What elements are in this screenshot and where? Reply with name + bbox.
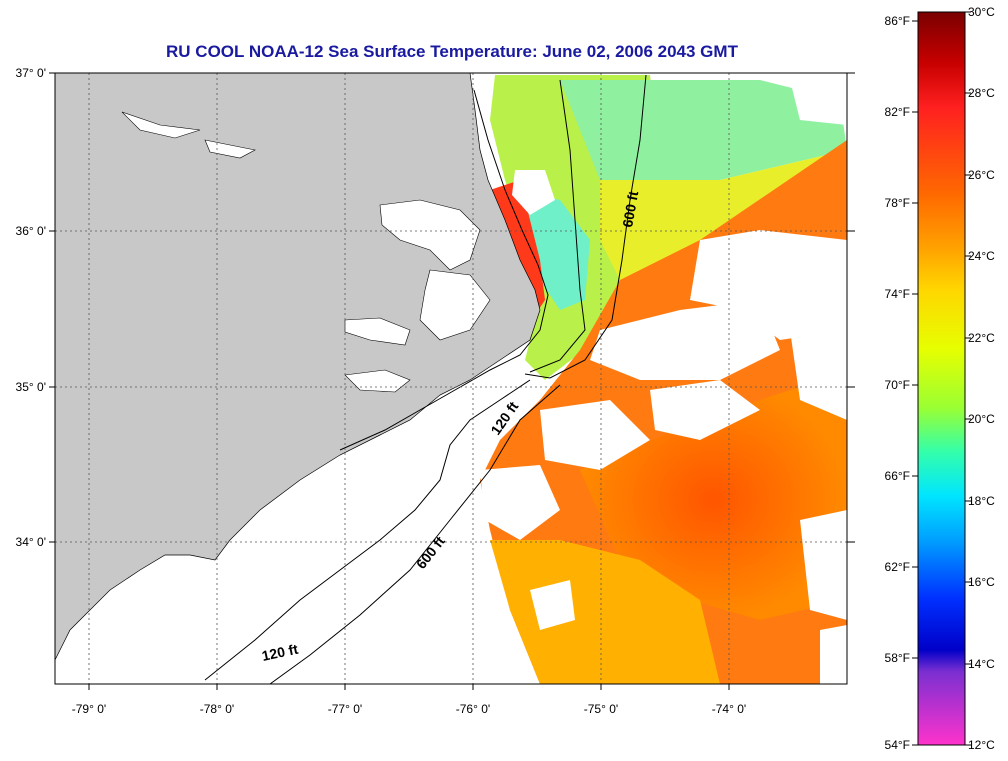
cb-c-28: 28°C bbox=[968, 86, 995, 100]
contour-600ft-south bbox=[269, 384, 561, 684]
axis-ticks bbox=[49, 72, 855, 690]
lon-label-76: -76° 0' bbox=[456, 702, 490, 716]
inland-waters bbox=[121, 111, 491, 393]
cb-c-20: 20°C bbox=[968, 412, 995, 426]
barrier-islands bbox=[339, 89, 549, 451]
graticule bbox=[55, 73, 847, 684]
contour-600ft-north bbox=[524, 74, 647, 379]
cb-f-54: 54°F bbox=[885, 738, 910, 752]
map-area bbox=[55, 73, 847, 684]
lat-label-35: 35° 0' bbox=[16, 380, 46, 394]
cb-f-58: 58°F bbox=[885, 651, 910, 665]
lat-label-34: 34° 0' bbox=[16, 535, 46, 549]
lat-label-36: 36° 0' bbox=[16, 224, 46, 238]
sst-gulf-core bbox=[580, 380, 847, 620]
map-title: RU COOL NOAA-12 Sea Surface Temperature:… bbox=[166, 42, 739, 61]
lat-label-37: 37° 0' bbox=[16, 66, 46, 80]
cb-c-12: 12°C bbox=[968, 738, 995, 752]
sst-green-offshore bbox=[560, 80, 847, 200]
lon-label-78: -78° 0' bbox=[200, 702, 234, 716]
cb-f-78: 78°F bbox=[885, 196, 910, 210]
cb-c-22: 22°C bbox=[968, 331, 995, 345]
contour-label-600ft-north: 600 ft bbox=[619, 189, 641, 228]
cb-f-86: 86°F bbox=[885, 14, 910, 28]
lon-label-75: -75° 0' bbox=[584, 702, 618, 716]
cb-c-16: 16°C bbox=[968, 575, 995, 589]
map-frame bbox=[54, 72, 848, 685]
contour-120ft-north bbox=[529, 79, 586, 373]
sst-south-yellow bbox=[490, 540, 720, 684]
lon-label-79: -79° 0' bbox=[72, 702, 106, 716]
depth-contours bbox=[204, 74, 647, 684]
colorbar: 86°F 82°F 78°F 74°F 70°F 66°F 62°F 58°F … bbox=[885, 5, 996, 752]
cb-f-70: 70°F bbox=[885, 378, 910, 392]
cb-f-62: 62°F bbox=[885, 560, 910, 574]
cb-f-66: 66°F bbox=[885, 469, 910, 483]
sst-cyan-band bbox=[515, 190, 590, 310]
cb-c-26: 26°C bbox=[968, 168, 995, 182]
colorbar-gradient bbox=[917, 11, 966, 746]
lon-label-77: -77° 0' bbox=[328, 702, 362, 716]
cb-c-24: 24°C bbox=[968, 249, 995, 263]
cb-f-74: 74°F bbox=[885, 287, 910, 301]
cb-c-18: 18°C bbox=[968, 494, 995, 508]
cb-c-14: 14°C bbox=[968, 657, 995, 671]
contour-120ft-south bbox=[204, 379, 531, 681]
cb-c-30: 30°C bbox=[968, 5, 995, 19]
contour-label-120ft-south: 120 ft bbox=[260, 641, 299, 664]
cb-f-82: 82°F bbox=[885, 105, 910, 119]
lon-label-74: -74° 0' bbox=[712, 702, 746, 716]
cloud-mask bbox=[480, 78, 847, 684]
